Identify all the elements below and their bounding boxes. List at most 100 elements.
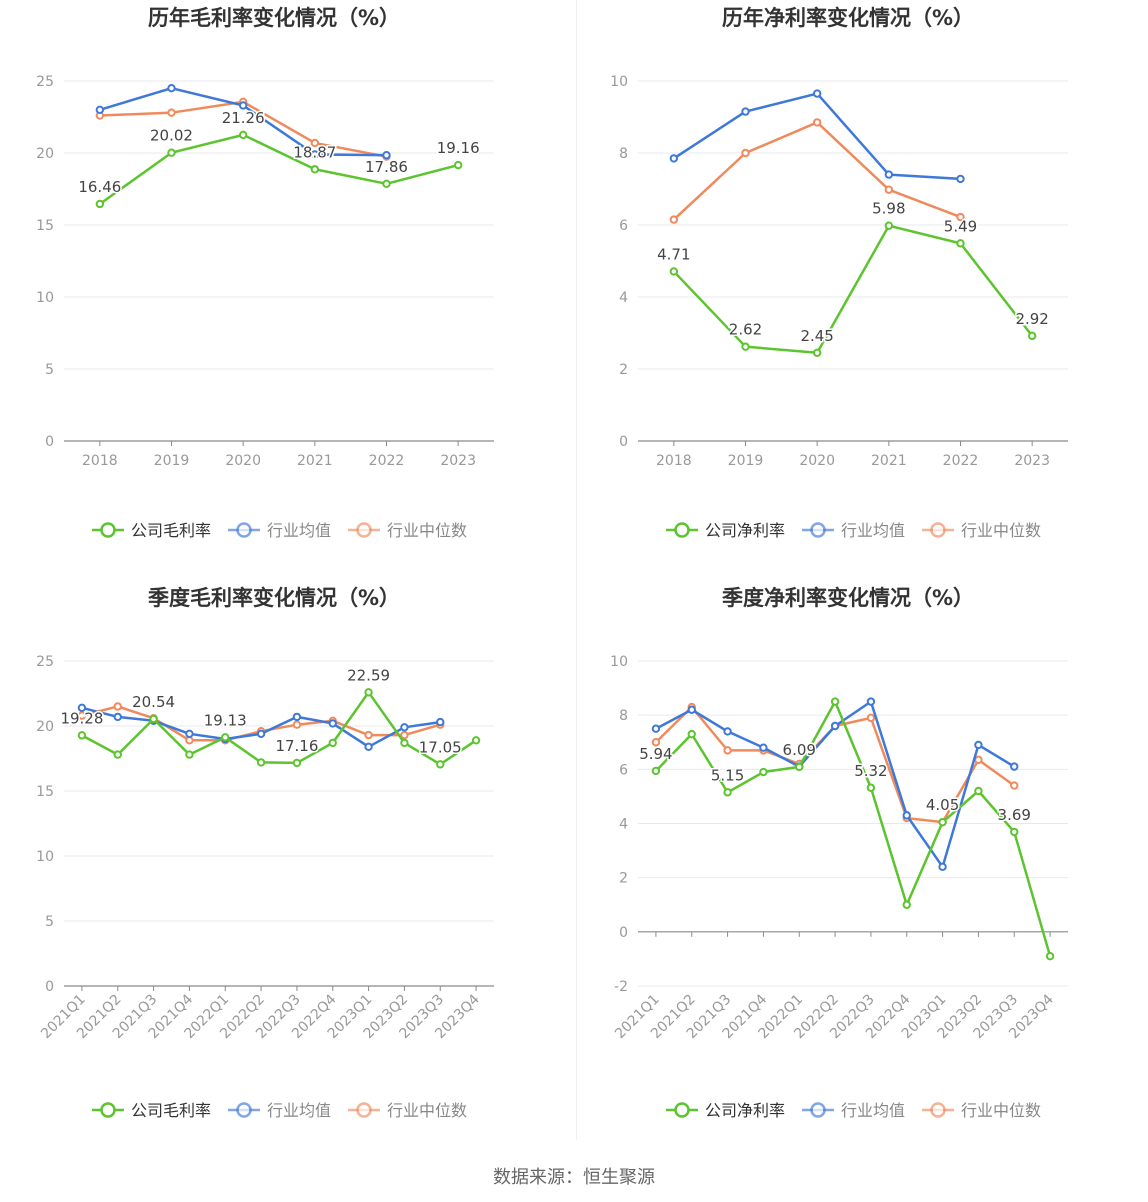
data-label: 16.46 (78, 178, 121, 196)
chart-title: 历年毛利率变化情况（%） (148, 6, 400, 30)
data-point (1010, 827, 1019, 837)
data-point (956, 212, 965, 222)
x-tick-label: 2018 (656, 453, 692, 469)
legend-label: 行业中位数 (961, 1101, 1041, 1120)
y-tick-label: 2 (619, 871, 628, 887)
data-point (956, 239, 965, 248)
legend-label: 行业中位数 (961, 521, 1041, 540)
annual-net-margin-chart: 历年净利率变化情况（%） 0 2 4 6 8 10 2018 2019 2020 2021 2022 2… (574, 0, 1148, 580)
series-line (672, 224, 1034, 355)
data-point (902, 900, 911, 909)
data-label: 5.98 (872, 200, 905, 218)
data-point (956, 174, 965, 184)
data-label: 20.54 (132, 693, 175, 711)
data-label: 2.92 (1015, 310, 1048, 328)
data-point (651, 724, 661, 733)
chart-svg: 季度净利率变化情况（%）-202468102021Q12021Q22021Q32… (610, 586, 1068, 1120)
data-point (974, 740, 983, 750)
quarterly-net-margin-chart: 季度净利率变化情况（%） -2 0 2 4 6 8 10 2021Q1 2021Q2 2021Q3 2… (574, 580, 1148, 1160)
data-point (1027, 331, 1037, 341)
legend-item: 行业中位数 (348, 521, 467, 540)
y-tick-label: 10 (610, 654, 628, 670)
data-source-note: 数据来源：恒生聚源 (493, 1167, 655, 1188)
data-label: 19.13 (204, 711, 247, 729)
legend-item: 行业中位数 (922, 521, 1041, 540)
data-point (866, 697, 876, 706)
data-point (328, 738, 337, 748)
data-point (400, 738, 409, 748)
y-tick-label: 25 (36, 654, 54, 670)
chart-svg: 历年净利率变化情况（%） 0 2 4 6 8 10 2018 2019 2020 2021 2022 2… (610, 6, 1068, 540)
data-point (669, 215, 679, 224)
data-point (310, 165, 320, 174)
data-point (759, 767, 768, 777)
legend-label: 行业均值 (267, 1101, 331, 1120)
data-point (1010, 762, 1019, 771)
data-point (812, 348, 822, 357)
legend-label: 行业均值 (841, 1101, 905, 1120)
y-tick-label: 6 (619, 218, 628, 234)
legend-swatch-marker (674, 1102, 690, 1118)
data-label: 20.02 (150, 127, 193, 145)
legend-swatch-marker (236, 1102, 252, 1118)
y-tick-label: 0 (619, 925, 628, 941)
legend-item: 公司净利率 (666, 521, 785, 540)
x-tick-label: 2023 (440, 453, 476, 469)
y-tick-label: 25 (36, 74, 54, 90)
legend-item: 行业均值 (802, 1101, 905, 1120)
legend-item: 公司净利率 (666, 1101, 785, 1120)
legend-label: 行业均值 (267, 521, 331, 540)
y-tick-label: 0 (45, 979, 54, 995)
data-point (866, 713, 876, 723)
data-label: 5.94 (639, 745, 672, 763)
series-line (673, 92, 961, 181)
y-tick-label: 10 (36, 849, 54, 865)
legend-swatch-marker (930, 522, 946, 538)
y-tick-label: 15 (36, 218, 54, 234)
x-tick-label: 2021 (297, 453, 333, 469)
data-point (167, 84, 176, 93)
legend-item: 行业中位数 (922, 1101, 1041, 1120)
data-point (310, 150, 320, 159)
data-label: 17.16 (275, 737, 318, 755)
data-point (382, 179, 391, 189)
series-line (655, 700, 1052, 957)
legend-swatch-marker (674, 522, 690, 538)
data-label: 3.69 (998, 806, 1031, 824)
data-point (238, 130, 248, 140)
legend-item: 公司毛利率 (92, 521, 211, 540)
x-tick-label: 2021 (871, 453, 907, 469)
data-point (974, 755, 983, 765)
legend-swatch-marker (100, 522, 116, 538)
legend-label: 行业均值 (841, 521, 905, 540)
data-point (382, 150, 391, 160)
data-point (453, 160, 463, 170)
data-point (669, 267, 679, 276)
y-tick-label: 20 (36, 719, 54, 735)
data-point (974, 786, 983, 796)
data-label: 18.87 (293, 143, 336, 161)
legend-swatch-marker (930, 1102, 946, 1118)
data-point (292, 712, 302, 722)
data-point (651, 766, 661, 776)
x-tick-label: 2022 (369, 453, 405, 469)
data-point (113, 712, 122, 722)
legend-swatch-marker (100, 1102, 116, 1118)
data-point (310, 138, 320, 148)
panel-divider (576, 0, 577, 1140)
data-point (113, 750, 122, 759)
y-tick-label: 15 (36, 784, 54, 800)
data-point (759, 743, 768, 752)
data-label: 2.62 (729, 321, 762, 339)
data-point (938, 862, 947, 872)
data-point (687, 705, 696, 714)
y-tick-label: 0 (45, 434, 54, 450)
data-label: 5.15 (711, 766, 744, 784)
legend-item: 行业均值 (802, 521, 905, 540)
data-point (328, 719, 337, 728)
data-label: 5.32 (854, 762, 887, 780)
x-tick-label: 2018 (82, 453, 118, 469)
data-point (185, 750, 194, 759)
y-tick-label: 20 (36, 146, 54, 162)
legend-swatch-marker (236, 522, 252, 538)
